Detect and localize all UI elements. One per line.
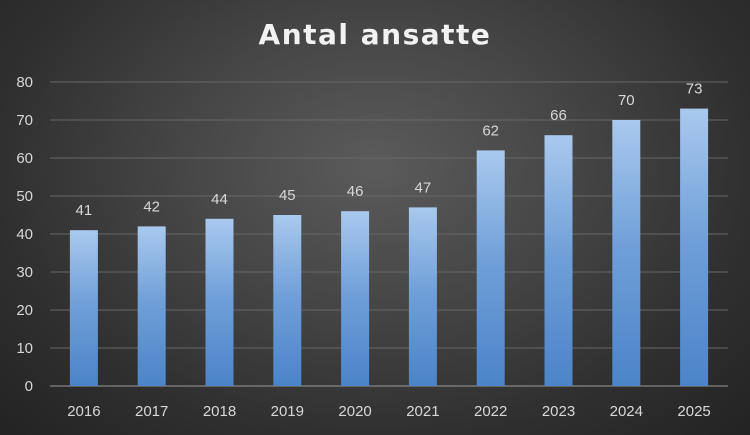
bar-2018 — [205, 218, 234, 386]
data-label-2021: 47 — [415, 179, 432, 196]
y-tick-label: 40 — [16, 226, 33, 243]
labels: 0 10 20 30 40 50 60 70 80 41 2016 42 2017 44 2018 45 201… — [16, 74, 710, 420]
bar-2016 — [69, 230, 98, 386]
bar-2022 — [476, 150, 505, 386]
bar-2020 — [341, 211, 370, 386]
bar-2024 — [612, 120, 641, 386]
data-label-2025: 73 — [686, 81, 703, 98]
y-tick-label: 50 — [16, 188, 33, 205]
x-tick-label-2023: 2023 — [542, 403, 575, 420]
bar-2017 — [137, 226, 166, 386]
data-label-2016: 41 — [76, 202, 93, 219]
bar-2019 — [273, 215, 302, 386]
x-tick-label-2022: 2022 — [474, 403, 507, 420]
data-label-2017: 42 — [143, 198, 160, 215]
x-tick-label-2021: 2021 — [406, 403, 439, 420]
x-tick-label-2017: 2017 — [135, 403, 168, 420]
y-tick-label: 70 — [16, 112, 33, 129]
x-tick-label-2024: 2024 — [610, 403, 643, 420]
x-tick-label-2025: 2025 — [677, 403, 710, 420]
bar-2023 — [544, 135, 573, 386]
x-tick-label-2016: 2016 — [67, 403, 100, 420]
x-tick-label-2020: 2020 — [338, 403, 371, 420]
chart-title: Antal ansatte — [258, 18, 492, 51]
x-tick-label-2019: 2019 — [271, 403, 304, 420]
bar-2025 — [680, 108, 709, 386]
data-label-2018: 44 — [211, 191, 228, 208]
data-label-2019: 45 — [279, 187, 296, 204]
bar-2021 — [408, 207, 437, 386]
data-label-2020: 46 — [347, 183, 364, 200]
y-tick-label: 80 — [16, 74, 33, 91]
y-tick-label: 30 — [16, 264, 33, 281]
data-label-2024: 70 — [618, 92, 635, 109]
y-tick-label: 10 — [16, 340, 33, 357]
x-tick-label-2018: 2018 — [203, 403, 236, 420]
data-label-2023: 66 — [550, 107, 567, 124]
y-tick-label: 0 — [25, 378, 33, 395]
data-label-2022: 62 — [482, 122, 499, 139]
y-tick-label: 60 — [16, 150, 33, 167]
y-tick-label: 20 — [16, 302, 33, 319]
bars — [69, 108, 709, 386]
